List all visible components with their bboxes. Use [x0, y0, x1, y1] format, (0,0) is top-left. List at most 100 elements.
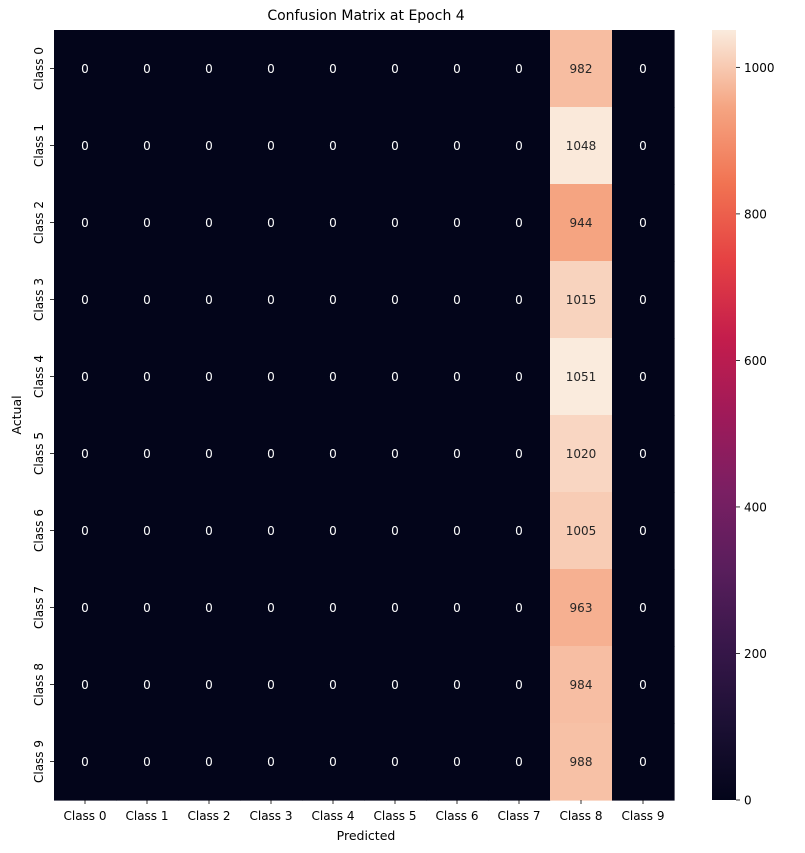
y-tick-label: Class 8 — [32, 663, 46, 706]
heatmap-cell — [240, 107, 303, 185]
heatmap-cell — [240, 338, 303, 416]
heatmap-cell — [426, 184, 489, 262]
heatmap-cell — [426, 261, 489, 339]
cell-value-label: 0 — [81, 139, 89, 153]
heatmap-cell-labels: 0 0 0 0 0 0 0 0 982 0 0 0 0 0 0 0 0 0 1048 0 0 0 0 0 0 0 0 0 944 0 0 0 0… — [81, 62, 647, 769]
cell-value-label: 0 — [329, 447, 337, 461]
heatmap-cell — [364, 723, 427, 801]
heatmap-cell — [488, 184, 551, 262]
cell-value-label: 0 — [639, 139, 647, 153]
cell-value-label: 0 — [143, 293, 151, 307]
cell-value-label: 0 — [453, 62, 461, 76]
heatmap-cell — [116, 261, 179, 339]
cell-value-label: 0 — [81, 755, 89, 769]
cell-value-label: 1015 — [566, 293, 597, 307]
heatmap-cell — [54, 723, 117, 801]
cell-value-label: 0 — [391, 524, 399, 538]
heatmap-cell — [488, 569, 551, 647]
heatmap-cell — [550, 338, 613, 416]
cell-value-label: 0 — [453, 293, 461, 307]
y-axis-label: Actual — [9, 395, 24, 434]
heatmap-cell — [116, 723, 179, 801]
cell-value-label: 0 — [453, 216, 461, 230]
cell-value-label: 0 — [391, 755, 399, 769]
cell-value-label: 0 — [453, 755, 461, 769]
heatmap-cell — [364, 30, 427, 108]
heatmap-cell — [612, 261, 675, 339]
cell-value-label: 0 — [515, 447, 523, 461]
y-axis-ticks: Class 0 Class 1 Class 2 Class 3 Class 4 Class… — [32, 47, 54, 783]
cell-value-label: 0 — [391, 139, 399, 153]
heatmap-cell — [550, 646, 613, 724]
heatmap-cell — [116, 338, 179, 416]
heatmap-cell — [240, 569, 303, 647]
cell-value-label: 0 — [639, 293, 647, 307]
heatmap-cell — [178, 30, 241, 108]
heatmap-cell — [54, 30, 117, 108]
cell-value-label: 0 — [329, 293, 337, 307]
cell-value-label: 0 — [453, 370, 461, 384]
y-tick-label: Class 2 — [32, 201, 46, 244]
cell-value-label: 0 — [81, 370, 89, 384]
cell-value-label: 0 — [81, 62, 89, 76]
heatmap-cell — [54, 492, 117, 570]
heatmap-cell — [488, 107, 551, 185]
heatmap-cell — [364, 415, 427, 493]
cell-value-label: 0 — [453, 524, 461, 538]
cell-value-label: 0 — [391, 216, 399, 230]
cell-value-label: 0 — [329, 678, 337, 692]
cell-value-label: 984 — [570, 678, 593, 692]
heatmap-cell — [612, 30, 675, 108]
cell-value-label: 1048 — [566, 139, 597, 153]
heatmap-cell — [116, 184, 179, 262]
heatmap-cell — [302, 646, 365, 724]
heatmap-cell — [550, 184, 613, 262]
cell-value-label: 0 — [639, 524, 647, 538]
cell-value-label: 0 — [515, 293, 523, 307]
heatmap-cell — [178, 569, 241, 647]
cell-value-label: 0 — [205, 62, 213, 76]
cell-value-label: 0 — [81, 216, 89, 230]
cell-value-label: 0 — [205, 678, 213, 692]
cell-value-label: 0 — [515, 755, 523, 769]
cell-value-label: 0 — [515, 139, 523, 153]
heatmap-cell — [426, 30, 489, 108]
heatmap-cell — [426, 646, 489, 724]
cell-value-label: 0 — [205, 370, 213, 384]
heatmap-cell — [426, 723, 489, 801]
cell-value-label: 0 — [329, 601, 337, 615]
y-tick-label: Class 4 — [32, 355, 46, 398]
heatmap-cell — [488, 723, 551, 801]
heatmap-cell — [240, 261, 303, 339]
cell-value-label: 988 — [570, 755, 593, 769]
heatmap-cell — [178, 338, 241, 416]
heatmap-cell — [116, 492, 179, 570]
heatmap-cell — [54, 184, 117, 262]
x-axis-label: Predicted — [337, 828, 396, 843]
cell-value-label: 944 — [570, 216, 593, 230]
heatmap-cell — [178, 492, 241, 570]
heatmap-cell — [240, 646, 303, 724]
cell-value-label: 0 — [267, 678, 275, 692]
y-tick-label: Class 1 — [32, 124, 46, 167]
heatmap-cell — [550, 492, 613, 570]
cell-value-label: 0 — [453, 601, 461, 615]
cell-value-label: 0 — [267, 601, 275, 615]
heatmap-cell — [240, 30, 303, 108]
cell-value-label: 0 — [515, 62, 523, 76]
heatmap-cell — [364, 569, 427, 647]
cell-value-label: 0 — [205, 524, 213, 538]
heatmap-cell — [550, 415, 613, 493]
x-tick-label: Class 7 — [497, 809, 540, 823]
cell-value-label: 0 — [391, 293, 399, 307]
cell-value-label: 0 — [515, 216, 523, 230]
y-tick-label: Class 7 — [32, 586, 46, 629]
colorbar-tick-label: 800 — [744, 207, 767, 221]
x-tick-label: Class 3 — [249, 809, 292, 823]
heatmap-cell — [116, 415, 179, 493]
heatmap-cell — [178, 107, 241, 185]
heatmap-cell — [116, 569, 179, 647]
heatmap-cell — [612, 646, 675, 724]
colorbar-tick-label: 200 — [744, 647, 767, 661]
